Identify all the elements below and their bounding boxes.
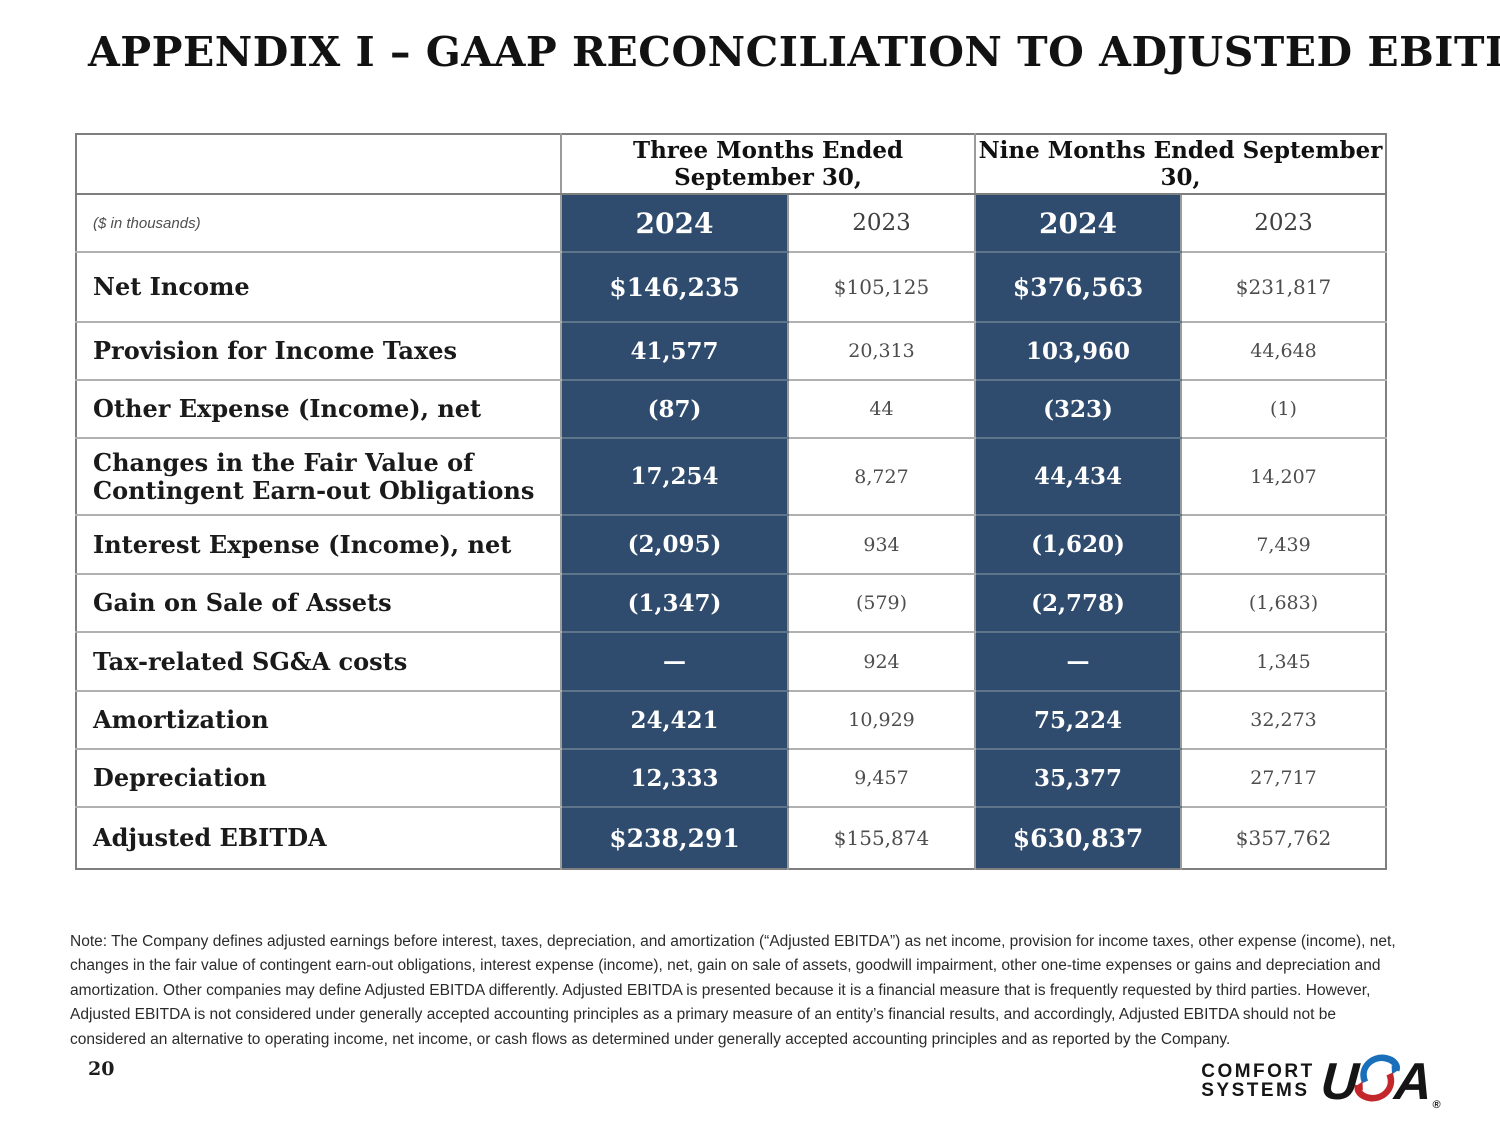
cell-value: 35,377 <box>974 749 1182 808</box>
table-row-amortization: Amortization 24,421 10,929 75,224 32,273 <box>76 691 1387 750</box>
row-label: Changes in the Fair Value of Contingent … <box>76 438 561 516</box>
table-row-provision-taxes: Provision for Income Taxes 41,577 20,313… <box>76 322 1387 381</box>
row-label: Interest Expense (Income), net <box>76 515 561 575</box>
row-label: Other Expense (Income), net <box>76 380 561 439</box>
cell-value: $146,235 <box>560 252 788 323</box>
cell-value: 9,457 <box>786 749 976 808</box>
cell-value: $630,837 <box>974 807 1182 869</box>
row-label: Adjusted EBITDA <box>93 823 327 853</box>
cell-value: (579) <box>786 574 976 633</box>
cell-value: 27,717 <box>1180 749 1387 808</box>
year-header-2024-ytd: 2024 <box>974 194 1182 253</box>
cell-value: 44 <box>786 380 976 439</box>
row-label: Net Income <box>76 252 561 323</box>
row-label: Gain on Sale of Assets <box>76 574 561 633</box>
cell-value: 44,648 <box>1180 322 1387 381</box>
table-row-tax-related-sga: Tax-related SG&A costs — 924 — 1,345 <box>76 632 1387 692</box>
logo-word-comfort: COMFORT <box>1201 1061 1315 1083</box>
cell-value: (1,683) <box>1180 574 1387 633</box>
cell-value: $105,125 <box>786 252 976 323</box>
cell-value: (1) <box>1180 380 1387 439</box>
row-label: Tax-related SG&A costs <box>76 632 561 692</box>
cell-value: $155,874 <box>786 807 976 869</box>
year-header-2023-q3: 2023 <box>786 194 976 253</box>
cell-value: $357,762 <box>1180 807 1387 869</box>
cell-value: 7,439 <box>1180 515 1387 575</box>
cell-value: 24,421 <box>560 691 788 750</box>
cell-value: $231,817 <box>1180 252 1387 323</box>
logo-usa-s-swoosh-icon <box>1351 1053 1401 1112</box>
table-row-earnout-changes: Changes in the Fair Value of Contingent … <box>76 438 1387 516</box>
cell-value: 17,254 <box>560 438 788 516</box>
table-row-other-expense: Other Expense (Income), net (87) 44 (323… <box>76 380 1387 439</box>
cell-value: — <box>560 632 788 692</box>
group-header-three-months: Three Months Ended September 30, <box>559 134 976 195</box>
cell-value: 44,434 <box>974 438 1182 516</box>
reconciliation-table-container: Three Months Ended September 30, Nine Mo… <box>75 133 1388 870</box>
cell-value: 1,345 <box>1180 632 1387 692</box>
units-label: ($ in thousands) <box>76 194 561 253</box>
cell-value: 10,929 <box>786 691 976 750</box>
cell-value: 75,224 <box>974 691 1182 750</box>
reconciliation-table: Three Months Ended September 30, Nine Mo… <box>75 133 1388 870</box>
logo-usa-mark: U A ® <box>1319 1052 1444 1112</box>
cell-value: (1,620) <box>974 515 1182 575</box>
cell-value: 20,313 <box>786 322 976 381</box>
cell-value: $376,563 <box>974 252 1182 323</box>
row-label: Depreciation <box>76 749 561 808</box>
cell-value: $238,291 <box>560 807 788 869</box>
registered-trademark-icon: ® <box>1431 1099 1441 1111</box>
group-header-blank <box>76 134 561 195</box>
year-header-row: ($ in thousands) 2024 2023 2024 2023 <box>76 194 1387 253</box>
cell-value: (1,347) <box>560 574 788 633</box>
logo-word-systems: SYSTEMS <box>1201 1079 1310 1101</box>
comfort-systems-usa-logo: COMFORT SYSTEMS U A ® <box>1201 1052 1444 1112</box>
table-row-adjusted-ebitda: Adjusted EBITDA $238,291 $155,874 $630,8… <box>76 807 1387 869</box>
group-header-row: Three Months Ended September 30, Nine Mo… <box>76 134 1387 195</box>
row-label: Amortization <box>76 691 561 750</box>
cell-value: 14,207 <box>1180 438 1387 516</box>
row-label: Provision for Income Taxes <box>76 322 561 381</box>
cell-value: 103,960 <box>974 322 1182 381</box>
page-title: APPENDIX I – GAAP RECONCILIATION TO ADJU… <box>88 28 1500 76</box>
cell-value: (2,095) <box>560 515 788 575</box>
cell-value: 41,577 <box>560 322 788 381</box>
group-header-nine-months: Nine Months Ended September 30, <box>974 134 1387 195</box>
cell-value: (323) <box>974 380 1182 439</box>
cell-value: (87) <box>560 380 788 439</box>
cell-value: (2,778) <box>974 574 1182 633</box>
table-row-depreciation: Depreciation 12,333 9,457 35,377 27,717 <box>76 749 1387 808</box>
table-row-interest-expense: Interest Expense (Income), net (2,095) 9… <box>76 515 1387 575</box>
year-header-2023-ytd: 2023 <box>1180 194 1387 253</box>
cell-value: 12,333 <box>560 749 788 808</box>
cell-value: — <box>974 632 1182 692</box>
logo-wordmark: COMFORT SYSTEMS <box>1201 1061 1315 1101</box>
cell-value: 8,727 <box>786 438 976 516</box>
page-number: 20 <box>88 1058 115 1080</box>
year-header-2024-q3: 2024 <box>560 194 788 253</box>
table-row-net-income: Net Income $146,235 $105,125 $376,563 $2… <box>76 252 1387 323</box>
cell-value: 32,273 <box>1180 691 1387 750</box>
cell-value: 924 <box>786 632 976 692</box>
footnote-text: Note: The Company defines adjusted earni… <box>70 933 1396 1048</box>
table-row-gain-on-sale: Gain on Sale of Assets (1,347) (579) (2,… <box>76 574 1387 633</box>
cell-value: 934 <box>786 515 976 575</box>
